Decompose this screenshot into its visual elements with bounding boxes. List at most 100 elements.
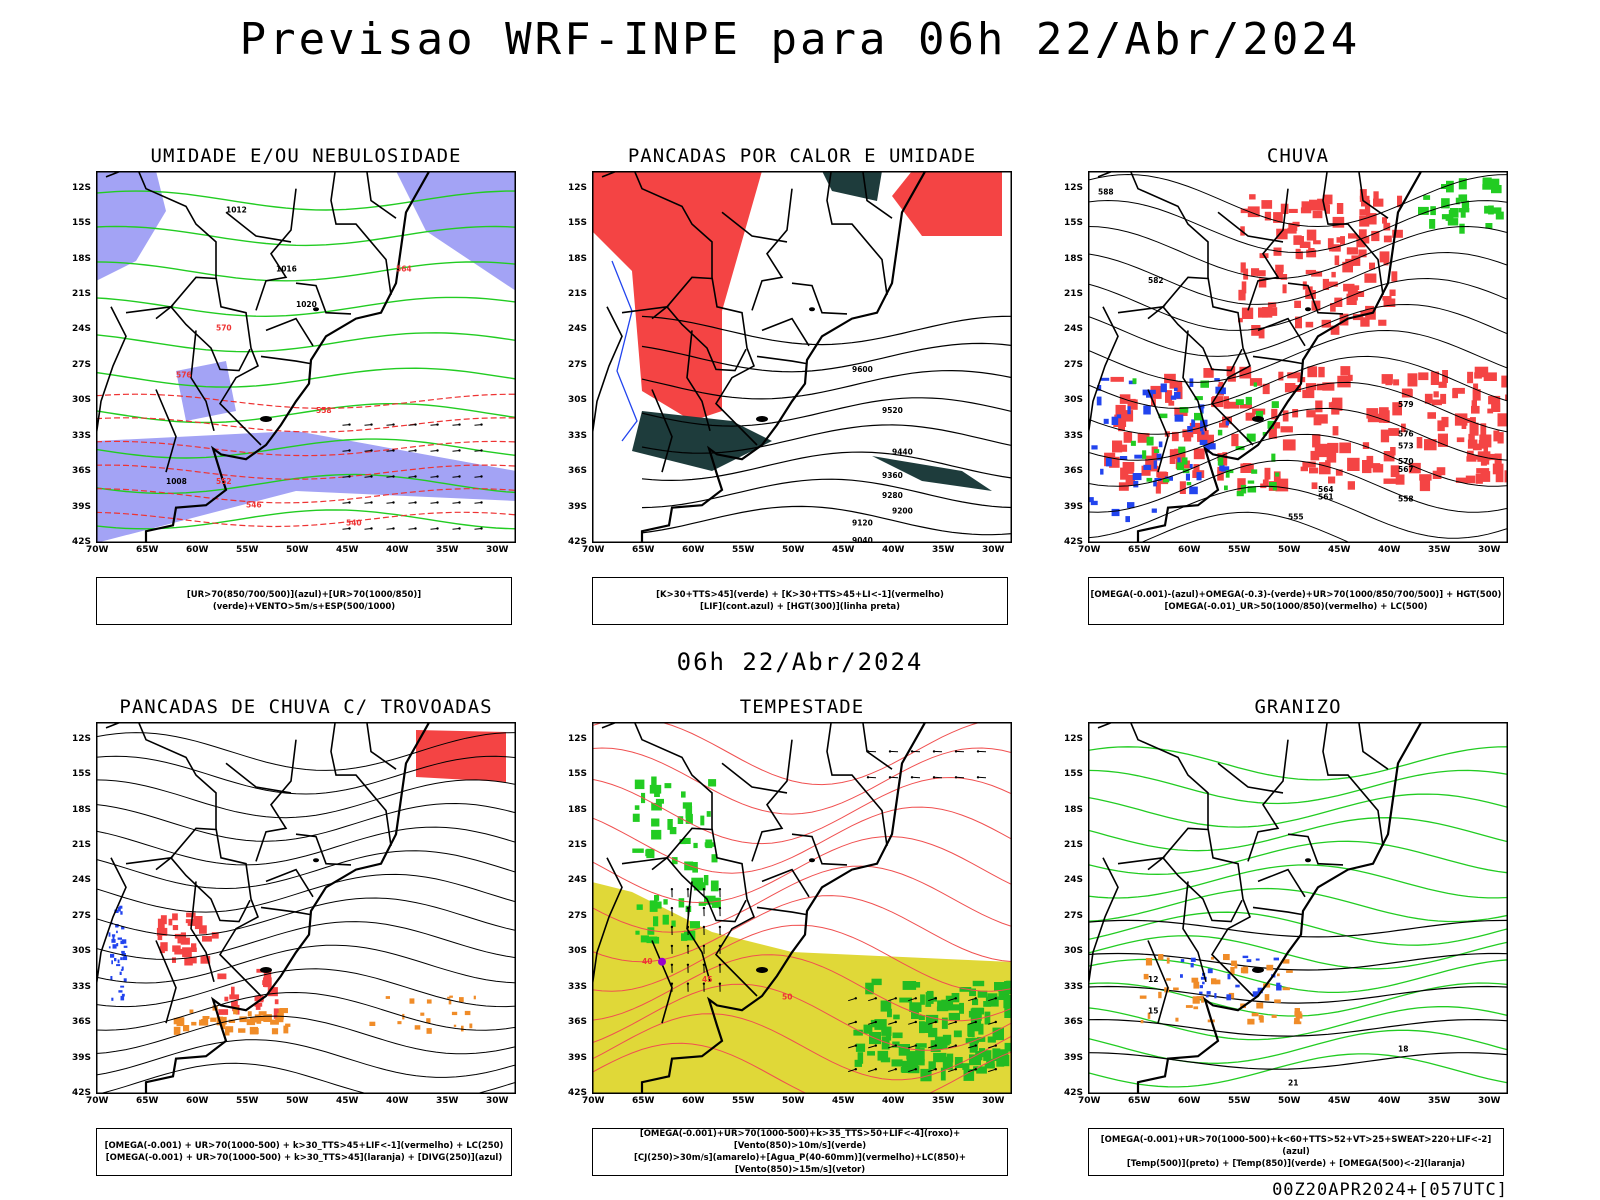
temp850-contour — [1088, 769, 1508, 805]
lon-tick-label: 30W — [486, 545, 509, 555]
contour-label: 9280 — [882, 491, 903, 500]
red-rain-cell — [1378, 319, 1387, 326]
green-wind-cell — [928, 1027, 938, 1038]
lon-tick-label: 70W — [1078, 545, 1101, 555]
red-rain-cell — [1492, 463, 1504, 475]
red-thunder-cell — [172, 957, 176, 963]
red-rain-cell — [1437, 433, 1448, 447]
green-wind-cell — [704, 895, 716, 905]
lat-tick-label: 33S — [1064, 430, 1084, 441]
lake — [1305, 858, 1311, 863]
red-rain-cell — [1238, 289, 1246, 301]
lagoon — [756, 967, 768, 973]
green-wind-cell — [634, 779, 645, 790]
orange-thunder-cell — [285, 1023, 291, 1027]
wind-vector — [908, 1045, 916, 1049]
map-base — [96, 722, 431, 1094]
lon-tick-label: 65W — [1128, 545, 1151, 555]
hgt500-contour — [1088, 251, 1508, 305]
wind-arrow-head — [436, 527, 439, 530]
red-thunder-cell — [263, 970, 272, 981]
red-rain-cell — [1306, 249, 1317, 258]
red-thunder-cell — [229, 994, 240, 1000]
wind-vector-head — [894, 1020, 897, 1024]
wind-vector-head — [854, 1044, 857, 1047]
map-base — [1088, 722, 1423, 1094]
red-thunder-cell — [254, 996, 264, 1002]
red-rain-cell — [1371, 230, 1380, 242]
green-wind-cell — [987, 993, 998, 1000]
temp850-contour — [1088, 887, 1508, 923]
green-wind-cell — [880, 1000, 892, 1012]
wind-arrow-head — [458, 449, 461, 452]
middle-title: 06h 22/Abr/2024 — [676, 648, 924, 676]
lat-tick-label: 21S — [1064, 840, 1084, 850]
red-rain-cell — [1358, 229, 1367, 241]
blue-hail-cell — [1273, 957, 1279, 961]
temp850-contour — [1088, 1029, 1508, 1064]
orange-thunder-cell — [263, 1014, 272, 1022]
border-line — [761, 868, 810, 898]
red-rain-cell — [1380, 429, 1390, 443]
green-wind-cell — [678, 898, 685, 908]
blue-omega-cell — [1090, 500, 1098, 506]
green-omega-cell — [1247, 486, 1257, 493]
wind-vector — [848, 1045, 856, 1049]
map-frame — [96, 722, 516, 1094]
wind-vector-head — [874, 1044, 877, 1047]
red-rain-cell — [1347, 481, 1355, 490]
lon-tick-label: 60W — [682, 1096, 705, 1106]
wind-arrow-head — [480, 501, 483, 504]
green-wind-cell — [892, 1032, 903, 1039]
red-rain-cell — [1381, 374, 1393, 384]
green-wind-cell — [998, 987, 1010, 1000]
green-omega-cell — [1459, 223, 1465, 234]
orange-omega-cell — [1256, 1002, 1264, 1009]
red-rain-cell — [1295, 248, 1301, 259]
wind-arrow-head — [370, 475, 373, 478]
orange-thunder-cell — [385, 996, 390, 999]
lat-tick-label: 39S — [72, 501, 92, 512]
border-line — [1257, 868, 1306, 898]
border-line — [791, 833, 848, 866]
border-line — [96, 857, 127, 1038]
red-thickness-contour — [96, 488, 516, 504]
lc850-streamline — [592, 983, 1012, 1051]
lat-tick-label: 12S — [568, 182, 588, 193]
green-wind-cell — [654, 901, 662, 909]
orange-omega-cell — [1223, 954, 1230, 961]
lat-tick-label: 21S — [568, 289, 588, 299]
red-rain-cell — [1501, 375, 1508, 388]
wind-arrow-head — [458, 423, 461, 426]
coastline — [144, 171, 431, 543]
blue-omega-cell — [1127, 406, 1131, 415]
border-line — [1322, 722, 1384, 847]
wind-vector-head — [894, 997, 897, 1000]
wind-arrow-head — [348, 501, 351, 504]
red-rain-cell — [1222, 452, 1228, 466]
red-rain-cell — [1476, 468, 1490, 474]
red-rain-cell — [1171, 431, 1179, 442]
border-line — [170, 827, 217, 859]
blue-divergence-cell — [108, 932, 111, 937]
wind-arrow-head — [392, 501, 395, 504]
blue-omega-cell — [1160, 383, 1167, 393]
contour-label: 45 — [702, 975, 712, 984]
blue-omega-cell — [1116, 414, 1122, 419]
lake — [313, 307, 319, 312]
lat-tick-label: 21S — [72, 840, 92, 850]
lat-tick-label: 18S — [72, 253, 92, 264]
lat-tick-label: 30S — [72, 395, 92, 406]
wind-arrow-head — [436, 501, 439, 504]
green-wind-cell — [691, 862, 698, 869]
green-wind-cell — [940, 1067, 946, 1081]
blue-divergence-cell — [121, 950, 125, 954]
green-omega-cell — [1482, 177, 1492, 187]
red-rain-cell — [1378, 410, 1384, 423]
lat-tick-label: 30S — [1064, 395, 1084, 406]
lat-tick-label: 42S — [1064, 1088, 1084, 1098]
map-frame — [1088, 171, 1508, 543]
blue-divergence-cell — [121, 953, 126, 956]
lagoon — [260, 416, 272, 422]
red-rain-cell — [1294, 300, 1301, 308]
